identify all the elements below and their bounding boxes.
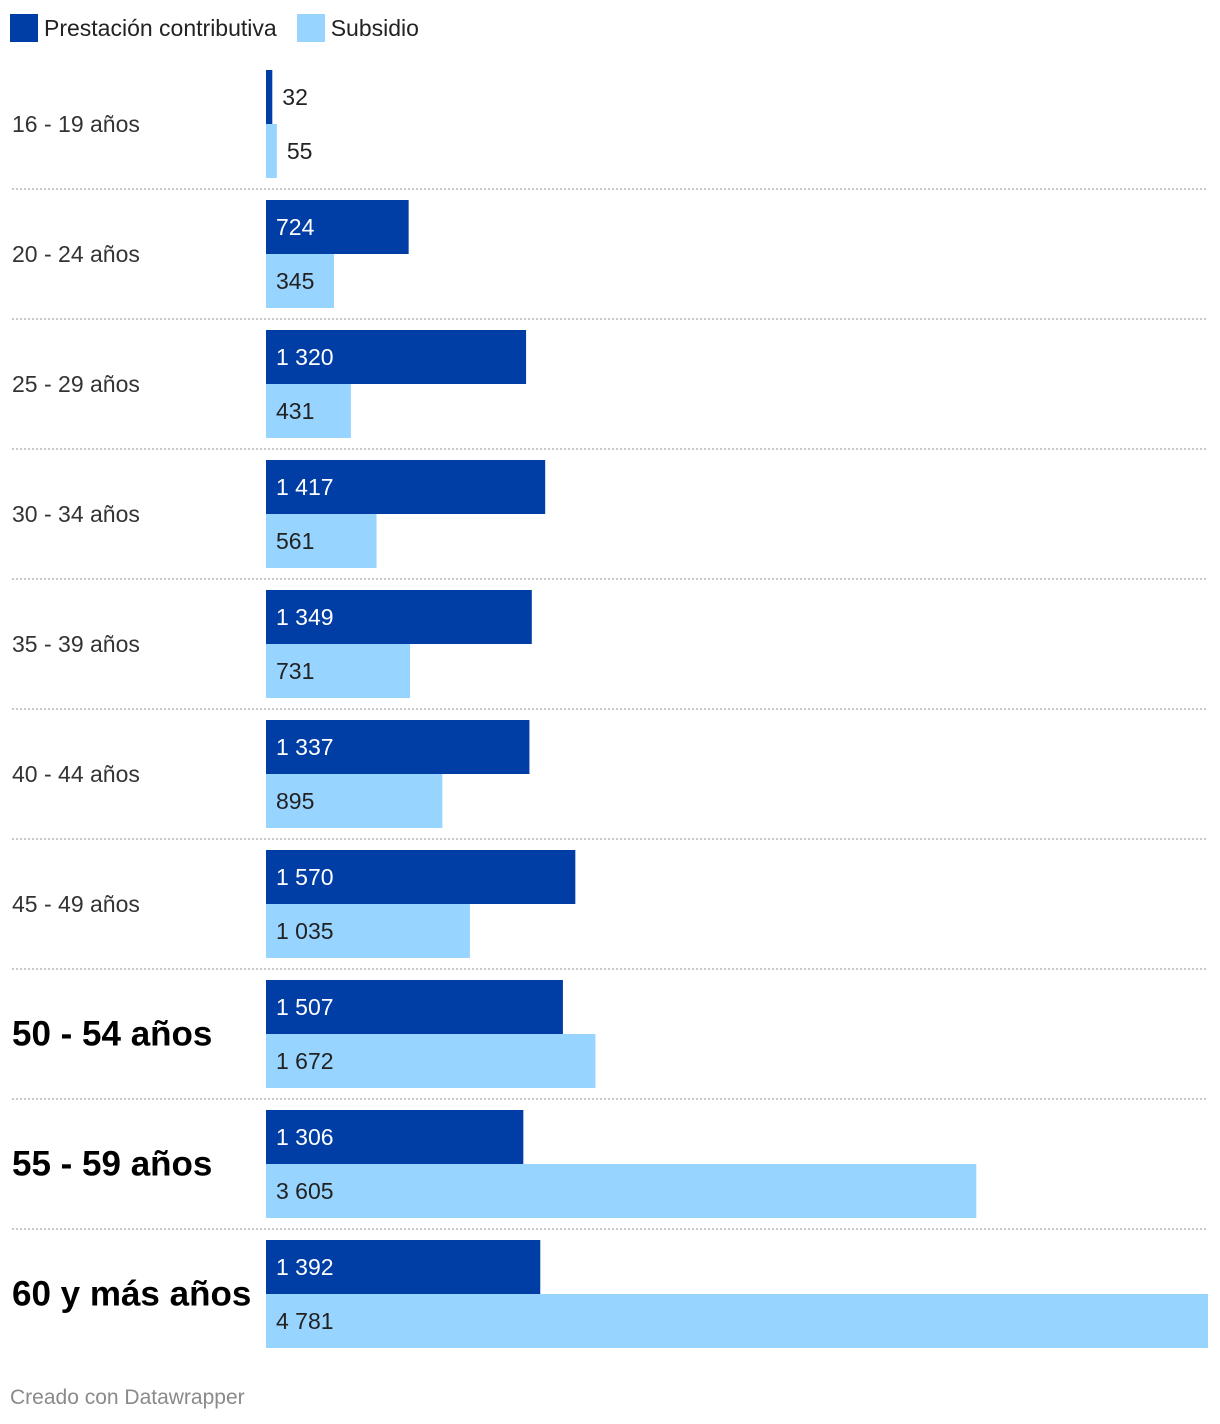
bar-contributiva [266,460,546,514]
bar-contributiva [266,590,532,644]
bar-chart: 16 - 19 años 32 55 20 - 24 años 724 345 25 - 2… [12,70,1208,1348]
value-label: 895 [276,788,314,814]
bar-contributiva [266,980,563,1034]
legend-label-contributiva: Prestación contributiva [44,14,277,41]
value-label: 3 605 [276,1178,334,1204]
bar-subsidio [266,124,277,178]
value-label: 1 570 [276,864,334,890]
category-label: 30 - 34 años [12,501,140,527]
value-label: 1 337 [276,734,334,760]
bar-subsidio [266,904,470,958]
category-label: 55 - 59 años [12,1145,212,1184]
category-label: 40 - 44 años [12,761,140,787]
value-label: 1 392 [276,1254,334,1280]
value-label: 1 349 [276,604,334,630]
value-label: 1 507 [276,994,334,1020]
value-label: 55 [287,138,313,164]
value-label: 731 [276,658,314,684]
legend-item-subsidio: Subsidio [296,14,419,42]
category-label: 45 - 49 años [12,891,140,917]
bar-contributiva [266,70,273,124]
bar-contributiva [266,200,409,254]
bar-subsidio [266,254,334,308]
category-label: 60 y más años [12,1275,251,1314]
value-label: 32 [282,84,308,110]
category-label: 50 - 54 años [12,1015,212,1054]
value-label: 1 320 [276,344,334,370]
bar-contributiva [266,1110,524,1164]
legend-label-subsidio: Subsidio [330,14,419,41]
value-label: 1 672 [276,1048,334,1074]
bar-contributiva [266,720,530,774]
bar-subsidio [266,774,443,828]
bar-subsidio [266,1164,977,1218]
value-label: 4 781 [276,1308,334,1334]
chart-legend: Prestación contributiva Subsidio [10,12,439,44]
value-label: 561 [276,528,314,554]
value-label: 431 [276,398,314,424]
footer-credit[interactable]: Creado con Datawrapper [10,1386,245,1409]
bar-subsidio [266,514,377,568]
bar-subsidio [266,644,411,698]
bar-contributiva [266,330,527,384]
category-label: 25 - 29 años [12,371,140,397]
value-label: 345 [276,268,314,294]
bar-subsidio [266,1294,1208,1348]
category-label: 35 - 39 años [12,631,140,657]
value-label: 1 035 [276,918,334,944]
bar-contributiva [266,850,576,904]
category-label: 20 - 24 años [12,241,140,267]
category-label: 16 - 19 años [12,111,140,137]
bar-subsidio [266,384,351,438]
bar-contributiva [266,1240,541,1294]
bar-subsidio [266,1034,596,1088]
value-label: 1 417 [276,474,334,500]
legend-swatch-contributiva [10,14,38,42]
value-label: 724 [276,214,315,240]
legend-swatch-subsidio [296,14,325,42]
value-label: 1 306 [276,1124,334,1150]
legend-item-contributiva: Prestación contributiva [10,14,277,42]
